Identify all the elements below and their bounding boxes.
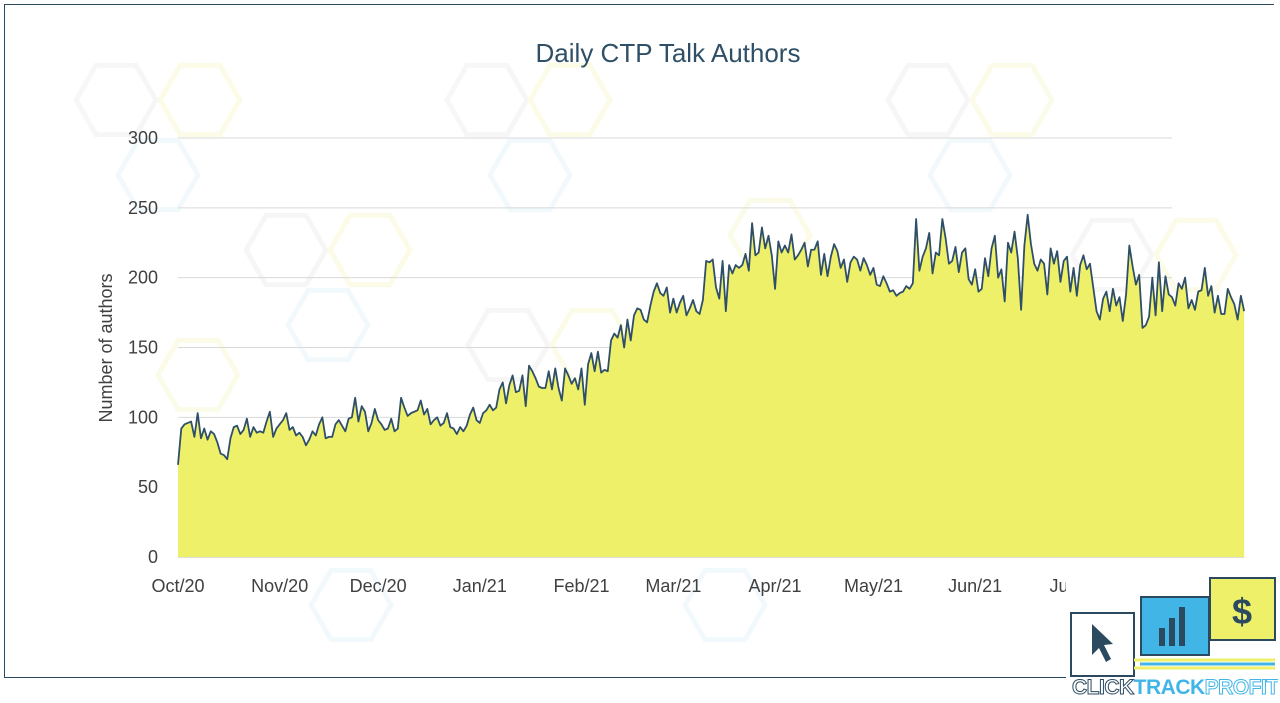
brand-click: CLICK <box>1072 676 1135 700</box>
watermark-hexagon <box>73 62 159 138</box>
watermark-hexagon <box>487 137 573 213</box>
x-tick-label: May/21 <box>844 576 903 596</box>
area-series <box>178 214 1245 557</box>
x-axis-ticks: Oct/20 Nov/20 Dec/20 Jan/21 Feb/21 Mar/21 Apr/… <box>151 576 1097 596</box>
watermark-hexagon <box>285 287 371 363</box>
watermark-hexagon <box>115 137 201 213</box>
chart-frame <box>4 4 1274 678</box>
x-tick-label: Feb/21 <box>553 576 609 596</box>
watermark-hexagon <box>682 567 768 643</box>
dollar-symbol: $ <box>1232 591 1252 632</box>
watermark-hexagon <box>969 62 1055 138</box>
y-tick-label: 50 <box>138 477 158 497</box>
x-tick-label: Dec/20 <box>350 576 407 596</box>
bar-chart-icon <box>1140 596 1210 656</box>
y-tick-label: 200 <box>128 268 158 288</box>
y-tick-label: 100 <box>128 407 158 427</box>
watermark-hexagon <box>157 62 243 138</box>
x-tick-label: Nov/20 <box>251 576 308 596</box>
y-tick-label: 300 <box>128 128 158 148</box>
watermark-hexagon <box>155 337 241 413</box>
brand-profit: PROFIT <box>1204 676 1278 700</box>
y-axis-title: Number of authors <box>96 273 116 422</box>
watermark-hexagon <box>465 307 551 383</box>
y-tick-label: 150 <box>128 338 158 358</box>
watermark-hexagon <box>527 62 613 138</box>
series-line <box>177 213 1246 465</box>
brand-logo: $ <box>1066 565 1280 683</box>
watermark-hexagon <box>1153 217 1239 293</box>
x-tick-label: Jan/21 <box>453 576 507 596</box>
watermark-hexagon <box>308 567 394 643</box>
watermark-hexagon <box>927 137 1013 213</box>
x-tick-label: Oct/20 <box>151 576 204 596</box>
dollar-icon: $ <box>1209 577 1276 641</box>
watermark-hexagon <box>885 62 971 138</box>
x-tick-label: Apr/21 <box>749 576 802 596</box>
brand-track: TRACK <box>1133 676 1206 699</box>
x-tick-label: Jun/21 <box>948 576 1002 596</box>
y-tick-label: 0 <box>148 547 158 567</box>
cursor-icon <box>1070 612 1135 677</box>
brand-wordmark: CLICKTRACKPROFIT <box>1072 676 1278 702</box>
watermark-pattern <box>73 62 1239 643</box>
watermark-hexagon <box>243 212 329 288</box>
watermark-hexagon <box>444 62 530 138</box>
y-axis-ticks: 0 50 100 150 200 250 300 <box>128 128 158 567</box>
watermark-hexagon <box>327 212 413 288</box>
chart-title: Daily CTP Talk Authors <box>536 38 801 68</box>
y-tick-label: 250 <box>128 198 158 218</box>
x-tick-label: Mar/21 <box>645 576 701 596</box>
